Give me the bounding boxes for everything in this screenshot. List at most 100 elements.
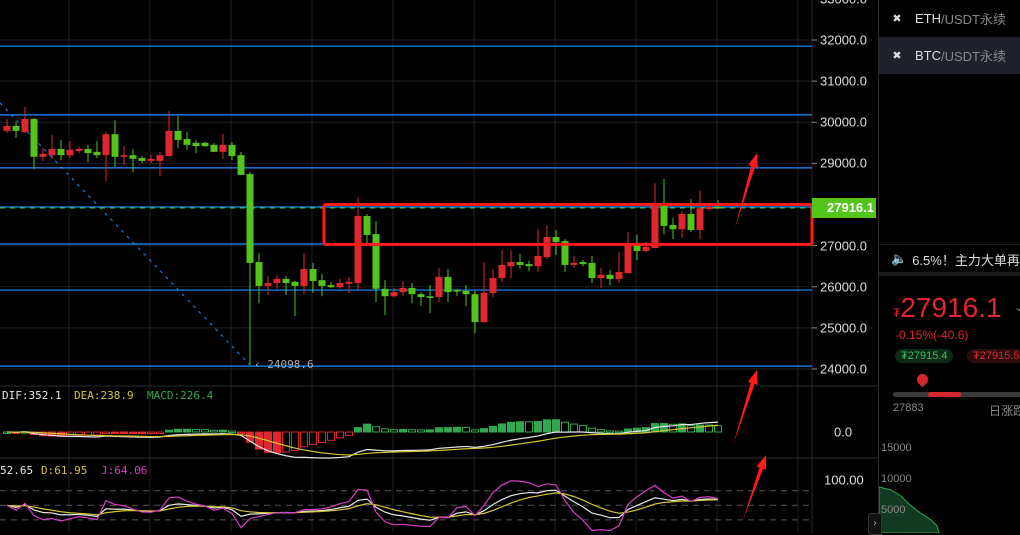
price-axis-label: 31000.0: [820, 73, 867, 89]
symbol-item-btc[interactable]: ✖ BTC/USDT永续: [879, 37, 1020, 74]
macd-histogram-bar: [462, 426, 470, 433]
candle-down: [291, 281, 299, 286]
candle-down: [318, 280, 326, 286]
macd-histogram-bar: [543, 419, 551, 433]
candle-down: [129, 155, 137, 159]
macd-histogram-bar: [156, 431, 164, 434]
candle-down: [138, 158, 146, 161]
candle-down: [633, 244, 641, 251]
price-axis-label: 30000.0: [820, 114, 867, 130]
low-price-marker: ‹ 24098.6: [254, 358, 314, 371]
highlight-box: [322, 203, 814, 246]
macd-histogram-bar: [615, 430, 623, 434]
candle-down: [255, 262, 263, 286]
candle-up: [264, 283, 272, 286]
macd-histogram-bar: [489, 425, 497, 433]
candle-up: [399, 287, 407, 293]
macd-histogram-bar: [93, 431, 101, 436]
candle-down: [417, 294, 425, 298]
candle-up: [696, 208, 704, 230]
bid-price[interactable]: ₮27915.4: [895, 349, 954, 363]
kdj-top-label: 100.00: [824, 472, 864, 488]
macd-histogram-bar: [525, 421, 533, 433]
daily-change-label: 日涨跌: [989, 404, 1020, 418]
candle-down: [381, 288, 389, 297]
candle-up: [147, 158, 155, 161]
candle-down: [84, 148, 92, 154]
macd-histogram-bar: [498, 423, 506, 433]
candlestick-chart[interactable]: [0, 0, 878, 533]
divider: [879, 272, 1020, 276]
kdj-k-label: 52.65: [0, 464, 34, 477]
macd-histogram-bar: [435, 427, 443, 433]
candle-down: [579, 262, 587, 265]
candle-up: [570, 262, 578, 265]
candle-down: [111, 134, 119, 157]
candle-down: [471, 294, 479, 323]
macd-histogram-bar: [417, 429, 425, 433]
candle-down: [444, 276, 452, 293]
annotation-arrow: [735, 153, 758, 228]
macd-histogram-bar: [507, 421, 515, 433]
price-axis-label: 24000.0: [820, 361, 867, 377]
macd-histogram-bar: [516, 421, 524, 433]
right-panel: ✖ ETH/USDT永续 ✖ BTC/USDT永续 🔈 6.5%！主力大单再袭 …: [878, 0, 1020, 533]
candle-up: [156, 155, 164, 161]
candle-down: [561, 241, 569, 265]
ask-price[interactable]: ₮27915.5: [967, 349, 1020, 363]
macd-histogram-bar: [228, 430, 236, 434]
expand-panel-button[interactable]: ›: [868, 513, 882, 535]
speaker-icon: 🔈: [891, 251, 908, 266]
macd-histogram-bar: [552, 419, 560, 433]
macd-histogram-bar: [453, 426, 461, 433]
macd-histogram-bar: [399, 429, 407, 433]
macd-histogram-bar: [183, 428, 191, 433]
candle-up: [651, 202, 659, 249]
price-axis-label: 27000.0: [820, 238, 867, 254]
macd-dea-line: [6, 424, 719, 456]
macd-histogram-bar: [579, 425, 587, 433]
candle-down: [660, 202, 668, 226]
candle-down: [57, 148, 65, 156]
depth-chart: [879, 486, 940, 533]
candle-down: [12, 125, 20, 131]
candle-down: [282, 278, 290, 284]
candle-up: [345, 281, 353, 284]
candle-down: [408, 287, 416, 295]
low-price-label: 24098.6: [267, 358, 314, 371]
candle-up: [102, 134, 110, 156]
macd-histogram-bar: [480, 428, 488, 433]
candle-down: [669, 225, 677, 230]
kdj-d-label: D:61.95: [41, 464, 88, 477]
macd-histogram-bar: [390, 429, 398, 433]
news-ticker[interactable]: 🔈 6.5%！主力大单再袭: [879, 244, 1020, 273]
macd-histogram-bar: [714, 425, 722, 433]
candle-down: [309, 269, 317, 281]
candle-down: [606, 274, 614, 279]
macd-histogram-bar: [291, 431, 299, 452]
candle-down: [327, 285, 335, 288]
depth-axis-label: 15000: [881, 442, 912, 454]
candle-up: [615, 271, 623, 279]
candle-down: [453, 290, 461, 292]
macd-histogram-bar: [336, 431, 344, 439]
price-axis-label: 33000.0: [820, 0, 867, 6]
range-marker-icon: [914, 371, 931, 388]
chevron-down-icon[interactable]: ⌄: [1014, 300, 1020, 314]
macd-histogram-bar: [237, 431, 245, 434]
depth-axis-label: 5000: [881, 504, 906, 516]
daily-range-fill: [928, 392, 961, 397]
candle-up: [3, 125, 11, 131]
macd-zero-label: 0.0: [834, 424, 853, 440]
macd-histogram-bar: [444, 427, 452, 433]
candle-up: [66, 149, 74, 156]
candle-up: [642, 246, 650, 251]
low-arrow-icon: ‹: [254, 358, 261, 371]
price-change: -0.15%(-40.6): [895, 328, 969, 342]
candle-down: [687, 213, 695, 230]
symbol-item-eth[interactable]: ✖ ETH/USDT永续: [879, 0, 1020, 37]
candle-up: [48, 148, 56, 156]
symbol-quote: /USDT永续: [941, 49, 1007, 64]
macd-histogram-bar: [129, 431, 137, 435]
candle-up: [165, 130, 173, 156]
